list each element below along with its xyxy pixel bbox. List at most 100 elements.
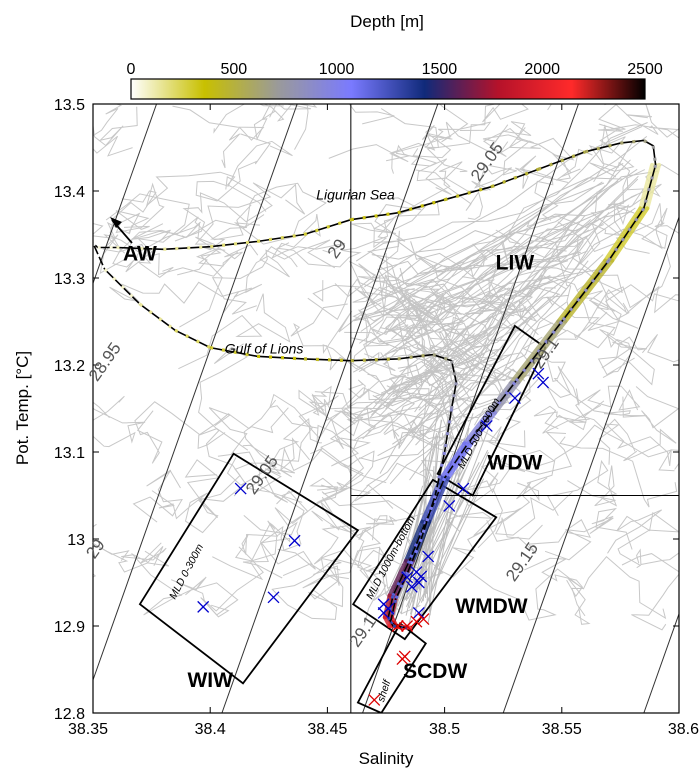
background-track [412, 121, 524, 159]
deep-profile-segment [492, 380, 521, 415]
background-track [412, 148, 483, 220]
y-tick-label: 12.8 [54, 706, 85, 723]
deep-profile-segment [462, 410, 490, 446]
sample-marker-stroke [532, 367, 545, 380]
background-track [212, 490, 305, 581]
background-track [547, 459, 618, 516]
background-track [358, 313, 539, 373]
background-track [373, 162, 624, 314]
background-track [522, 336, 647, 418]
background-track [282, 563, 344, 608]
sample-marker [405, 580, 418, 593]
background-track [380, 108, 492, 149]
colorbar-tick-label: 1000 [319, 61, 355, 78]
background-track [372, 140, 634, 409]
background-track [379, 245, 567, 275]
background-track [482, 124, 535, 176]
background-track [625, 285, 679, 314]
deep-profile-segment [439, 441, 467, 481]
background-track [195, 133, 293, 202]
background-track [379, 327, 519, 381]
background-track [271, 558, 373, 620]
background-track [233, 182, 327, 245]
colorbar [130, 78, 646, 100]
background-track [279, 437, 387, 484]
background-track [290, 303, 366, 371]
background-track [242, 522, 316, 579]
background-track [576, 290, 647, 369]
x-tick-label: 38.45 [307, 721, 347, 738]
deep-profile-segment [469, 410, 497, 446]
background-track [415, 224, 572, 446]
background-track [590, 191, 679, 250]
sample-marker-stroke [415, 570, 428, 583]
water-mass-label: WIW [187, 669, 233, 692]
sample-marker-stroke [288, 534, 301, 547]
sample-marker-stroke [480, 419, 493, 432]
profile-depth-segment [386, 616, 395, 627]
sample-marker-stroke [405, 580, 418, 593]
background-track [420, 421, 492, 603]
sample-marker [391, 620, 404, 632]
background-track [389, 322, 553, 485]
background-track [459, 431, 572, 492]
background-track [349, 484, 397, 541]
sample-marker-stroke [234, 482, 247, 495]
background-track [185, 219, 247, 251]
background-track [298, 385, 421, 437]
profile-depth-segment [419, 495, 437, 540]
colorbar-ticks: 0 500 1000 1500 2000 2500 [127, 61, 663, 99]
deep-profile-segment [403, 519, 425, 563]
background-track [103, 234, 174, 279]
y-tick-label: 13 [67, 532, 85, 549]
background-track [370, 197, 422, 244]
background-track [309, 477, 414, 517]
background-track [194, 182, 306, 245]
background-track [134, 401, 249, 464]
sample-marker [197, 600, 210, 613]
background-track [567, 555, 667, 625]
background-track [533, 404, 602, 430]
background-track [197, 407, 289, 450]
background-track [179, 236, 259, 328]
sample-marker [234, 482, 247, 495]
background-track [275, 169, 451, 268]
sample-marker-stroke [391, 620, 404, 632]
background-track [410, 241, 539, 336]
background-track [320, 410, 371, 468]
x-tick-label: 38.5 [429, 721, 460, 738]
profile-depth-segment [490, 167, 539, 189]
background-track [411, 353, 485, 435]
deep-profile-segment [638, 162, 655, 211]
x-tick-label: 38.4 [195, 721, 226, 738]
isopycnal-line [93, 104, 298, 682]
background-track [118, 243, 239, 277]
background-track [360, 250, 588, 332]
colorbar-tick-label: 500 [220, 61, 247, 78]
background-track [515, 155, 569, 221]
background-track [178, 293, 291, 370]
background-track [312, 280, 462, 334]
background-track [121, 542, 167, 567]
background-track [367, 373, 470, 420]
y-tick-label: 13.5 [54, 97, 85, 114]
background-track [370, 136, 648, 366]
background-track [415, 307, 458, 405]
gulf-of-lions-label: Gulf of Lions [225, 341, 304, 357]
deep-profile-segment [509, 319, 561, 385]
deep-profile-segment [446, 441, 474, 481]
background-track [302, 546, 389, 589]
background-track [422, 425, 426, 598]
y-tick-label: 13.2 [54, 358, 85, 375]
colorbar-tick-label: 2500 [627, 61, 663, 78]
profile-depth-segment [303, 218, 352, 237]
deep-profile-segment [516, 319, 568, 385]
sample-marker-stroke [457, 482, 470, 495]
profile-depth-segment [103, 268, 142, 306]
sample-marker [267, 591, 280, 604]
background-track [413, 194, 637, 321]
background-track [544, 507, 633, 561]
profile-depth-segment [392, 624, 408, 630]
profile-line [93, 242, 458, 629]
